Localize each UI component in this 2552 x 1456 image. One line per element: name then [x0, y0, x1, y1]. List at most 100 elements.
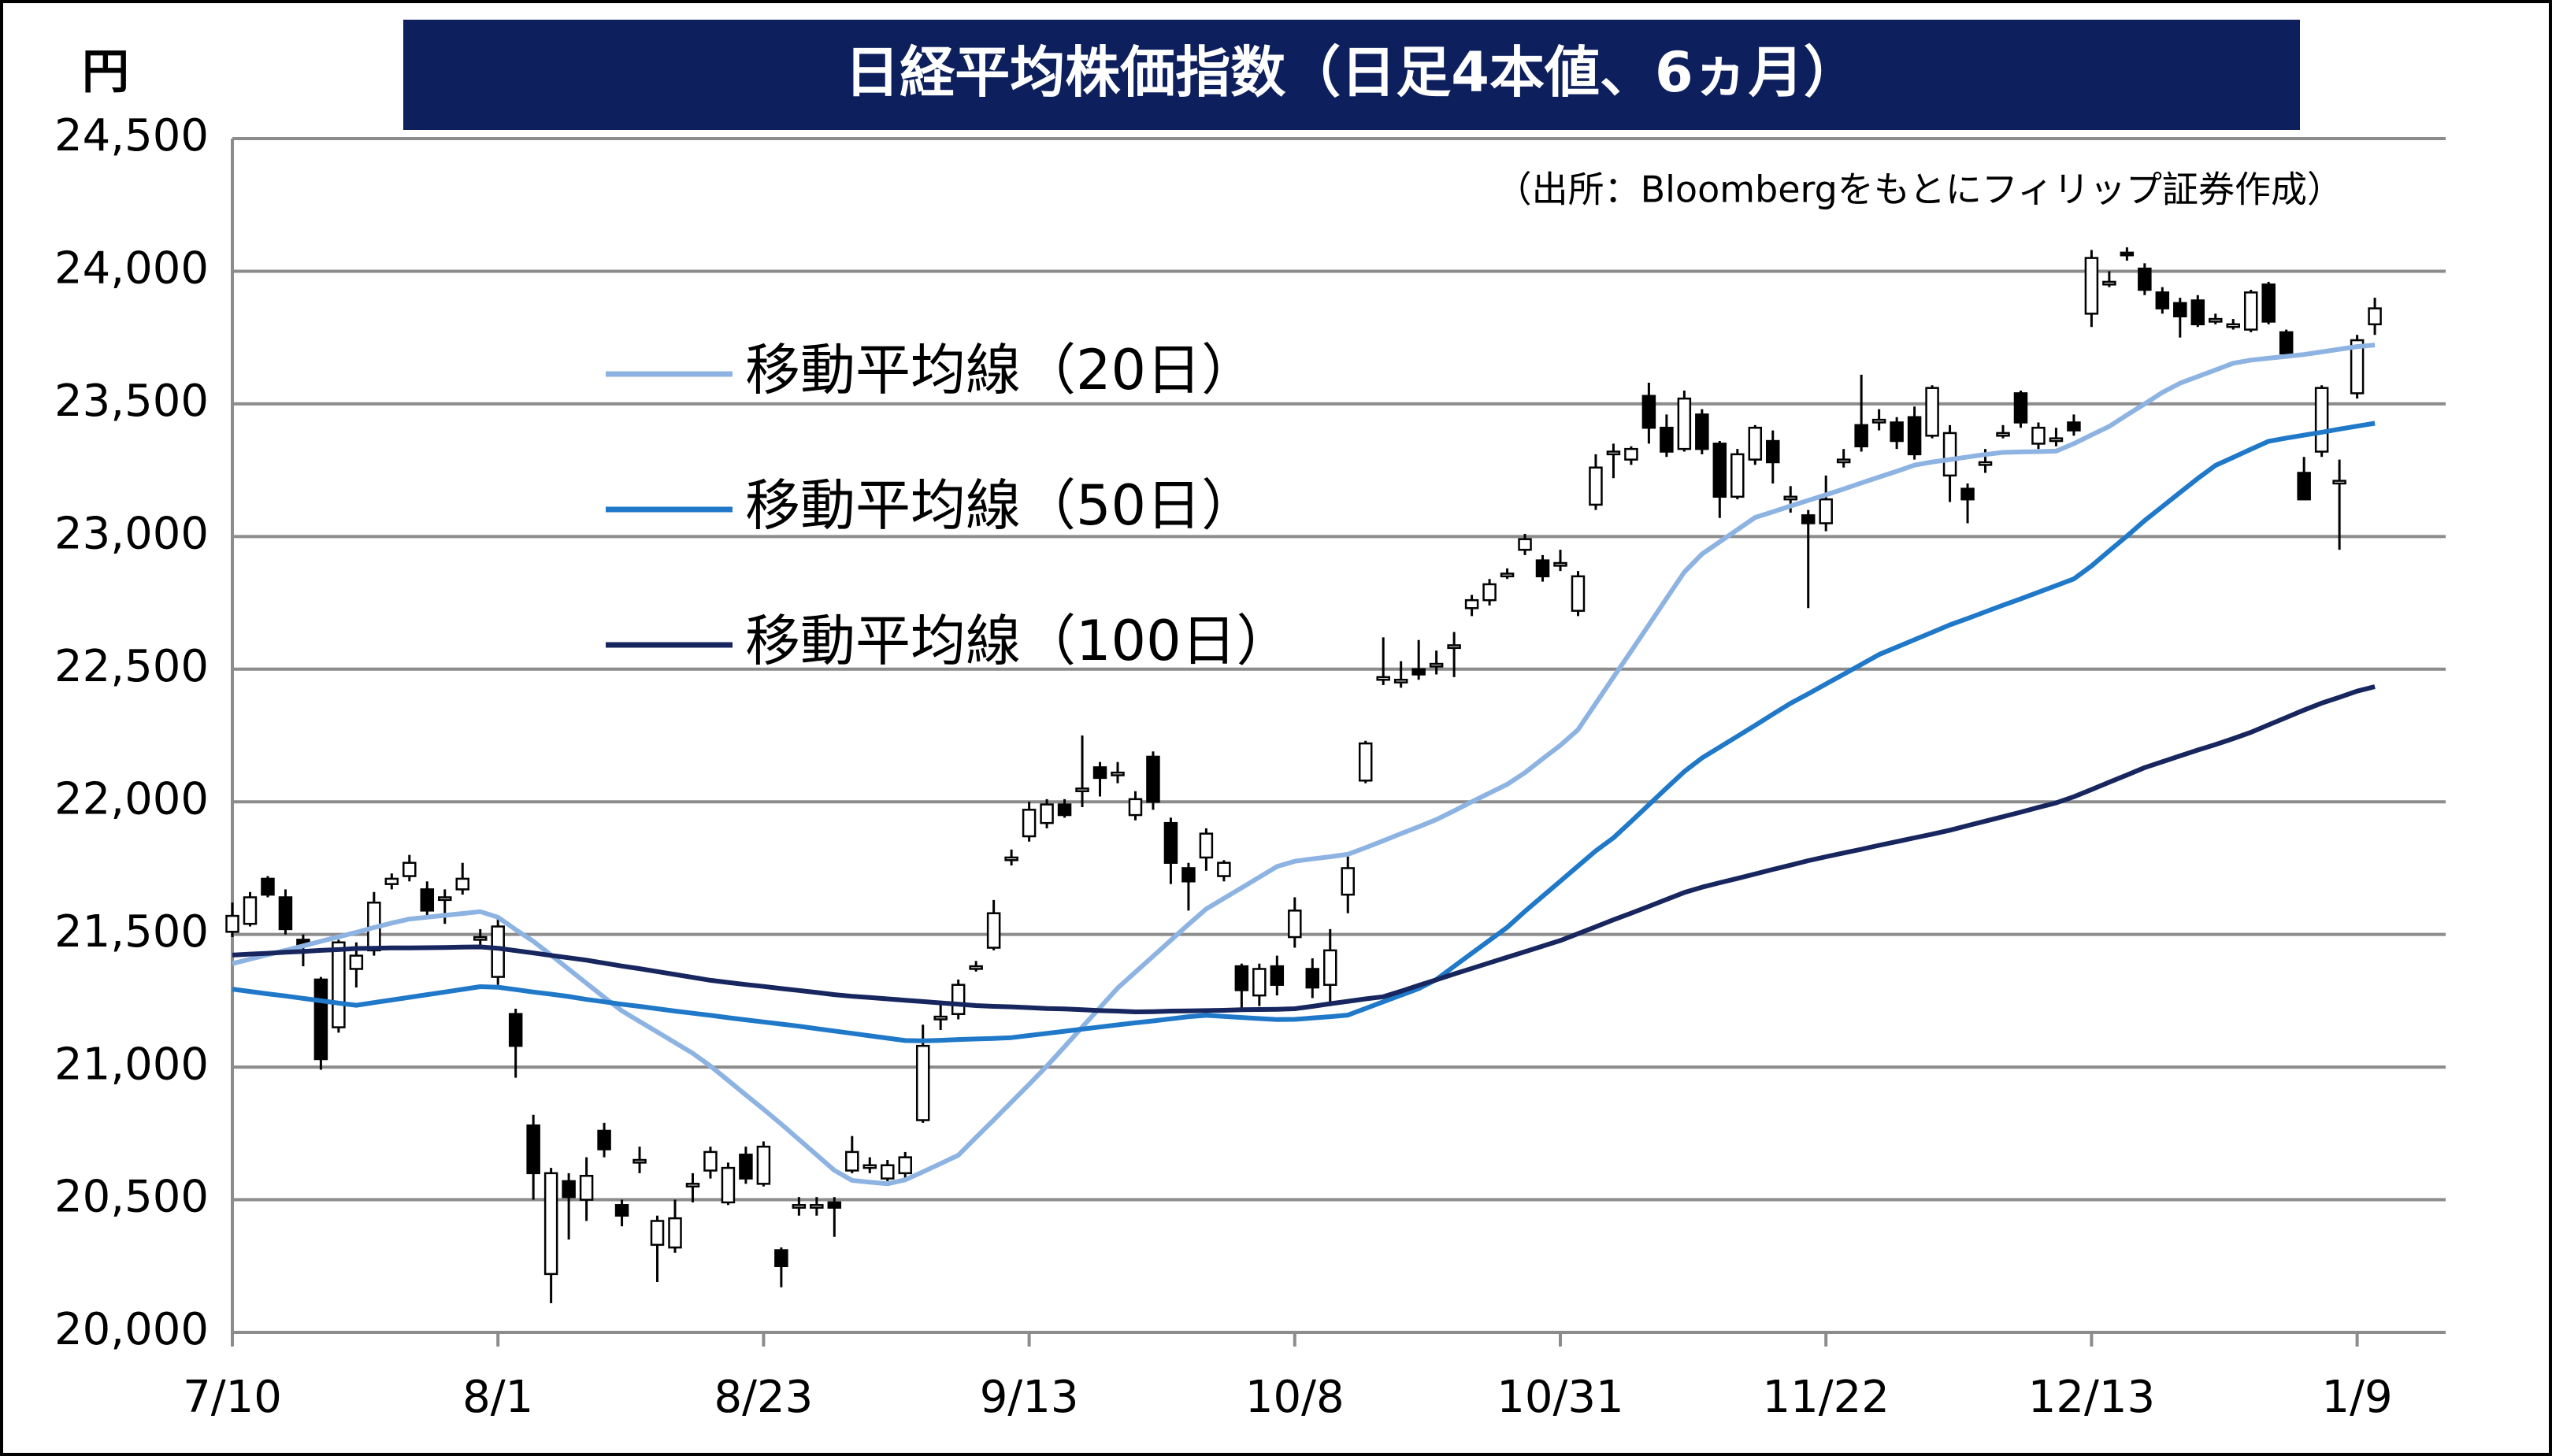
x-tick-label: 11/22: [1763, 1372, 1890, 1423]
candle-body: [810, 1204, 824, 1209]
candle-body: [473, 935, 488, 941]
candle-body: [1057, 803, 1072, 817]
chart-title: 日経平均株価指数（日足4本値、6ヵ月）: [844, 40, 1858, 105]
candle-body: [2173, 302, 2187, 317]
candle-body: [1128, 798, 1143, 817]
candle-body: [774, 1249, 788, 1268]
candle-body: [332, 941, 346, 1028]
candle-body: [739, 1154, 753, 1180]
candle-body: [1571, 575, 1586, 612]
candle-body: [1606, 450, 1621, 456]
y-tick-label: 21,000: [54, 1039, 209, 1090]
y-tick-label: 24,000: [54, 243, 209, 295]
candle-body: [1181, 867, 1196, 883]
candle-body: [313, 978, 328, 1061]
candle-body: [1907, 416, 1922, 456]
candle-body: [1040, 803, 1054, 824]
x-tick-label: 7/10: [183, 1372, 282, 1423]
candle-body: [650, 1220, 665, 1247]
candle-body: [1111, 771, 1125, 776]
candle-body: [2155, 291, 2170, 309]
x-tick-label: 1/9: [2322, 1372, 2393, 1423]
y-tick-label: 22,000: [54, 773, 209, 824]
candle-body: [1960, 487, 1975, 501]
candle-body: [2314, 387, 2329, 453]
candle-body: [756, 1145, 771, 1185]
candle-body: [1163, 821, 1178, 864]
ma-line: [232, 684, 2376, 1014]
candle-body: [1748, 426, 1763, 461]
candle-body: [1447, 644, 1461, 650]
candle-body: [915, 1044, 930, 1121]
candle-body: [951, 984, 966, 1015]
candle-body: [2209, 317, 2223, 323]
candle-body: [898, 1156, 912, 1175]
candle-body: [1146, 755, 1160, 803]
candle-body: [1712, 443, 1727, 498]
title-box: [403, 20, 2300, 130]
candle-body: [2084, 257, 2099, 315]
candle-body: [792, 1204, 807, 1209]
candle-body: [2190, 299, 2205, 326]
candle-body: [1341, 867, 1355, 896]
candle-body: [685, 1183, 700, 1187]
candle-body: [2067, 421, 2081, 432]
candle-body: [1022, 809, 1037, 838]
candle-body: [1429, 662, 1444, 668]
candle-body: [420, 888, 435, 912]
candle-body: [1288, 910, 1302, 939]
legend-label: 移動平均線（20日）: [745, 338, 1256, 402]
candle-body: [1464, 598, 1479, 609]
candle-body: [1819, 498, 1833, 524]
candle-body: [1305, 968, 1320, 989]
candle-body: [2243, 291, 2258, 331]
candle-body: [1942, 432, 1957, 477]
y-tick-label: 24,500: [54, 110, 209, 161]
candle-body: [2350, 339, 2365, 395]
candle-body: [1482, 583, 1497, 602]
candle-body: [1783, 495, 1797, 501]
candle-body: [1376, 676, 1390, 681]
candle-body: [2102, 280, 2116, 286]
candle-body: [2279, 331, 2294, 355]
ma-line: [232, 343, 2376, 1187]
x-tick-label: 9/13: [980, 1372, 1079, 1423]
candle-body: [597, 1129, 611, 1150]
candle-body: [969, 965, 983, 970]
legend-label: 移動平均線（100日）: [745, 609, 1292, 673]
x-tick-label: 10/31: [1497, 1372, 1623, 1423]
candle-body: [1252, 968, 1267, 997]
candle-body: [1411, 668, 1426, 676]
candle-body: [721, 1166, 736, 1204]
candle-body: [491, 925, 505, 978]
candle-body: [614, 1204, 629, 1217]
legend-label: 移動平均線（50日）: [745, 473, 1256, 538]
candle-body: [2226, 323, 2240, 328]
candle-body: [2297, 472, 2311, 501]
candle-body: [1393, 679, 1408, 684]
candle-body: [1890, 421, 1904, 443]
candle-body: [402, 861, 417, 877]
candle-body: [632, 1158, 647, 1164]
y-tick-label: 20,500: [54, 1172, 209, 1223]
unit-label: 円: [82, 45, 129, 100]
candle-body: [2031, 426, 2046, 445]
candle-body: [261, 877, 275, 896]
candle-body: [1660, 426, 1674, 453]
candle-body: [2368, 307, 2382, 326]
candle-body: [225, 914, 239, 933]
candle-body: [1695, 413, 1709, 450]
candle-body: [862, 1164, 877, 1169]
candle-body: [1323, 949, 1337, 986]
candle-body: [526, 1124, 540, 1175]
candle-body: [1004, 856, 1018, 861]
candle-body: [349, 954, 364, 970]
y-tick-label: 22,500: [54, 641, 209, 692]
candle-body: [1358, 742, 1373, 782]
candle-body: [2013, 392, 2028, 424]
candle-body: [1535, 559, 1550, 578]
candle-body: [2049, 437, 2064, 443]
candle-body: [2138, 267, 2152, 291]
